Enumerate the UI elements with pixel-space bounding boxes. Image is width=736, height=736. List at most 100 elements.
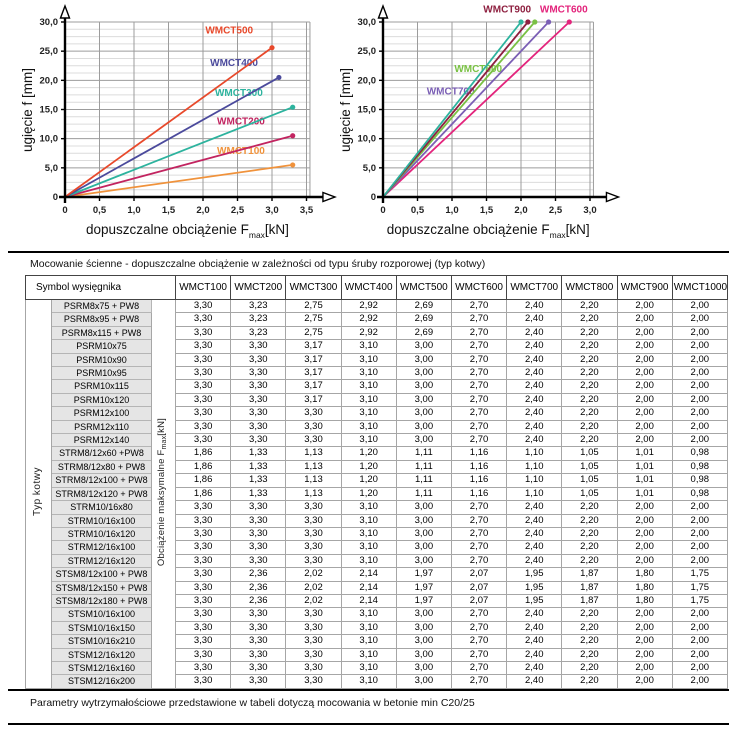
- value-cell: 2,70: [450, 674, 508, 689]
- y-axis-title: ugięcie f [mm]: [20, 68, 35, 152]
- table-row: STSM12/16x120 3,30 3,30 3,30 3,10 3,00 2,70 2,4…: [26, 647, 728, 662]
- table-row: PSRM8x115 + PW8 3,30 3,23 2,75 2,92 2,69 2,70 2…: [26, 325, 728, 341]
- y-tick-label: 20,0: [40, 75, 59, 86]
- value-cell: 1,80: [616, 567, 673, 582]
- value-cell: 1,95: [506, 593, 563, 609]
- symbol-cell: PSRM12x140: [51, 433, 152, 448]
- value-cell: 2,00: [671, 647, 728, 662]
- value-cell: 3,00: [395, 674, 452, 689]
- x-tick-label: 1,0: [445, 205, 458, 216]
- value-cell: 1,13: [285, 459, 342, 475]
- value-cell: 3,30: [175, 500, 232, 515]
- value-cell: 2,20: [561, 513, 618, 528]
- series-wmct900: WMCT900: [382, 5, 532, 198]
- value-cell: 2,00: [671, 406, 728, 421]
- x-tick-label: 0,5: [93, 205, 107, 216]
- table-row: Typ kotwy PSRM8x75 + PW8 Obciążenie maksym…: [25, 298, 728, 689]
- value-cell: 2,40: [506, 312, 563, 327]
- series-wmct100: WMCT100: [64, 146, 296, 198]
- value-cell: 3,30: [285, 540, 342, 555]
- value-cell: 3,30: [175, 580, 232, 595]
- value-cell: 2,40: [506, 339, 563, 354]
- table-row: STRM8/12x60 +PW8 1,86 1,33 1,13 1,20 1,11 1,16…: [26, 446, 728, 461]
- value-cell: 2,00: [616, 553, 673, 569]
- value-cell: 3,00: [395, 433, 452, 448]
- value-cell: 2,00: [616, 526, 673, 542]
- value-cell: 3,17: [285, 366, 342, 381]
- x-tick-label: 2,5: [549, 205, 563, 216]
- value-cell: 2,70: [450, 352, 508, 368]
- value-cell: 3,30: [230, 647, 287, 662]
- value-cell: 3,30: [175, 540, 232, 555]
- table-row: STRM8/12x120 + PW8 1,86 1,33 1,13 1,20 1,11 1,…: [26, 486, 728, 502]
- value-cell: 2,00: [671, 366, 728, 381]
- value-cell: 2,40: [506, 298, 563, 314]
- value-cell: 2,00: [671, 634, 728, 649]
- value-cell: 3,10: [340, 526, 397, 542]
- x-tick-label: 0,5: [411, 205, 425, 216]
- value-cell: 3,00: [395, 379, 452, 394]
- value-cell: 2,00: [616, 312, 673, 327]
- x-tick-label: 3,0: [265, 205, 278, 216]
- value-cell: 2,70: [450, 298, 508, 314]
- value-cell: 2,00: [671, 660, 728, 676]
- series-label: WMCT800: [454, 64, 502, 75]
- value-cell: 2,70: [450, 500, 508, 515]
- value-cell: 2,20: [561, 647, 618, 662]
- table-row: PSRM12x100 3,30 3,30 3,30 3,10 3,00 2,70 2,40 2,…: [26, 406, 728, 421]
- value-cell: 2,40: [506, 620, 563, 636]
- value-cell: 3,30: [230, 433, 287, 448]
- value-cell: 2,40: [506, 660, 563, 676]
- value-cell: 3,30: [285, 433, 342, 448]
- series-wmct1000: WMCT1000: [382, 0, 533, 198]
- symbol-cell: PSRM10x75: [51, 339, 152, 354]
- series-label: WMCT300: [215, 88, 263, 99]
- value-cell: 1,05: [561, 446, 618, 461]
- x-tick-label: 3,0: [583, 205, 596, 216]
- value-cell: 2,00: [671, 540, 728, 555]
- value-cell: 2,00: [616, 433, 673, 448]
- value-cell: 1,11: [395, 446, 452, 461]
- table-row: PSRM10x95 3,30 3,30 3,17 3,10 3,00 2,70 2,40 2,2…: [26, 366, 728, 381]
- value-cell: 2,69: [395, 312, 452, 327]
- y-tick-label: 5,0: [45, 163, 58, 174]
- value-cell: 3,00: [395, 607, 452, 622]
- value-cell: 2,00: [671, 526, 728, 542]
- value-cell: 2,70: [450, 433, 508, 448]
- table-row: STSM8/12x100 + PW8 3,30 2,36 2,02 2,14 1,97 2,…: [26, 567, 728, 582]
- value-cell: 2,00: [671, 607, 728, 622]
- value-cell: 2,00: [616, 298, 673, 314]
- y-tick-label: 15,0: [40, 105, 59, 116]
- value-cell: 2,40: [506, 419, 563, 435]
- x-axis-arrow-icon: [322, 191, 337, 203]
- value-cell: 3,30: [175, 352, 232, 368]
- col-header-wmct500: WMCT500: [395, 275, 452, 300]
- symbol-cell: PSRM8x75 + PW8: [51, 298, 152, 314]
- value-cell: 1,80: [616, 580, 673, 595]
- value-cell: 3,30: [230, 500, 287, 515]
- value-cell: 3,30: [175, 419, 232, 435]
- value-cell: 3,10: [340, 607, 397, 622]
- value-cell: 2,20: [561, 366, 618, 381]
- value-cell: 3,00: [395, 540, 452, 555]
- value-cell: 3,00: [395, 526, 452, 542]
- value-cell: 3,30: [175, 660, 232, 676]
- value-cell: 3,30: [175, 339, 232, 354]
- value-cell: 2,70: [450, 339, 508, 354]
- value-cell: 1,10: [506, 459, 563, 475]
- y-tick-label: 25,0: [358, 46, 377, 57]
- x-tick-label: 2,0: [196, 205, 209, 216]
- table-row: STSM10/16x100 3,30 3,30 3,30 3,10 3,00 2,70 2,4…: [26, 607, 728, 622]
- value-cell: 2,20: [561, 500, 618, 515]
- value-cell: 3,10: [340, 620, 397, 636]
- value-cell: 3,00: [395, 392, 452, 408]
- value-cell: 2,20: [561, 298, 618, 314]
- symbol-cell: STRM8/12x80 + PW8: [51, 459, 152, 475]
- value-cell: 2,69: [395, 298, 452, 314]
- value-cell: 3,23: [230, 312, 287, 327]
- value-cell: 2,40: [506, 513, 563, 528]
- table-row: PSRM8x95 + PW8 3,30 3,23 2,75 2,92 2,69 2,70 2,…: [26, 312, 728, 327]
- corner-header: Symbol wysięgnika: [24, 275, 177, 300]
- table-row: PSRM10x115 3,30 3,30 3,17 3,10 3,00 2,70 2,40 2,…: [26, 379, 728, 394]
- value-cell: 3,30: [175, 647, 232, 662]
